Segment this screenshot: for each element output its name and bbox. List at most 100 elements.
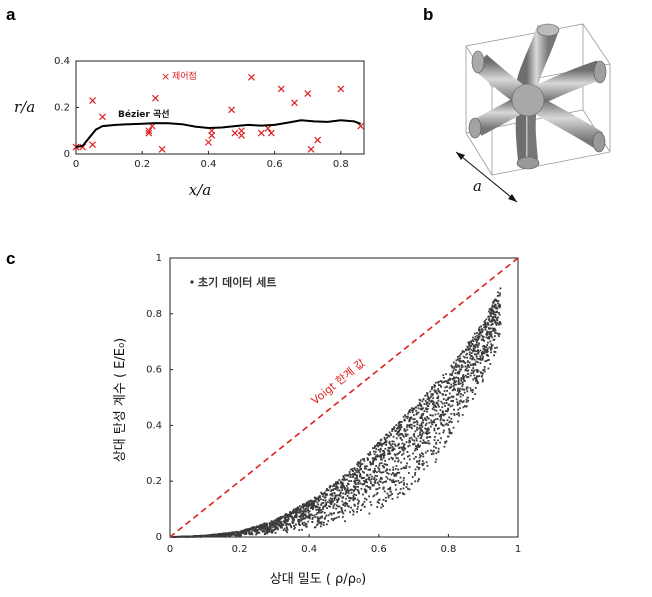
- data-point: [397, 422, 400, 425]
- data-point: [356, 463, 359, 466]
- data-point: [436, 397, 439, 400]
- data-point: [435, 401, 438, 404]
- data-point: [300, 514, 302, 517]
- data-point: [317, 499, 320, 502]
- data-point: [433, 427, 436, 430]
- c-xtick-label: 0.2: [232, 544, 248, 555]
- data-point: [497, 300, 500, 302]
- data-point: [433, 449, 435, 452]
- data-point: [403, 477, 405, 479]
- data-point: [308, 517, 311, 520]
- data-point: [318, 517, 321, 520]
- data-point: [342, 492, 345, 495]
- data-point: [426, 401, 429, 404]
- data-point: [498, 306, 501, 309]
- data-point: [472, 367, 475, 369]
- data-point: [185, 535, 188, 538]
- data-point: [357, 483, 360, 485]
- data-point: [483, 347, 486, 350]
- data-point: [343, 488, 346, 491]
- data-point: [263, 533, 266, 536]
- data-point: [407, 445, 410, 448]
- data-point: [269, 527, 272, 530]
- data-point: [363, 459, 366, 462]
- data-point: [459, 390, 461, 393]
- data-point: [380, 456, 382, 459]
- data-point: [337, 487, 339, 489]
- data-point: [430, 395, 432, 398]
- data-point: [371, 447, 374, 450]
- data-point: [286, 527, 288, 530]
- data-point: [339, 480, 342, 483]
- data-point: [449, 431, 452, 434]
- data-point: [471, 369, 473, 372]
- data-point: [464, 374, 467, 377]
- data-point: [425, 403, 428, 406]
- data-point: [420, 452, 423, 455]
- data-point: [266, 530, 268, 532]
- data-point: [422, 462, 425, 465]
- data-point: [298, 515, 301, 518]
- data-point: [338, 505, 341, 508]
- data-point: [450, 383, 453, 386]
- data-point: [462, 383, 464, 386]
- data-point: [488, 318, 490, 321]
- data-point: [474, 362, 477, 365]
- data-point: [302, 516, 305, 518]
- data-point: [465, 348, 468, 351]
- data-point: [284, 518, 287, 521]
- data-point: [468, 344, 471, 347]
- data-point: [460, 366, 463, 369]
- data-point: [495, 306, 498, 309]
- data-point: [391, 493, 393, 495]
- data-point: [376, 454, 379, 456]
- data-point: [437, 450, 440, 453]
- data-point: [477, 343, 480, 346]
- data-point: [177, 535, 180, 538]
- data-point: [376, 506, 379, 508]
- data-point: [379, 471, 382, 474]
- data-point: [424, 400, 427, 402]
- data-point: [430, 453, 433, 456]
- data-point: [383, 441, 386, 444]
- data-point: [337, 498, 340, 501]
- data-point: [234, 531, 237, 533]
- control-point-legend-marker: ×: [161, 70, 170, 83]
- data-point: [381, 453, 384, 455]
- data-point: [442, 419, 445, 422]
- data-point: [354, 468, 356, 471]
- data-point: [363, 505, 366, 508]
- data-point: [458, 370, 461, 373]
- data-point: [390, 433, 392, 436]
- data-point: [317, 522, 320, 525]
- data-point: [305, 510, 307, 513]
- data-point: [477, 370, 480, 373]
- data-point: [442, 413, 445, 416]
- data-point: [400, 461, 403, 464]
- data-point: [474, 338, 476, 341]
- data-point: [447, 435, 449, 438]
- data-point: [250, 531, 253, 534]
- data-point: [253, 526, 256, 529]
- data-point: [226, 532, 229, 535]
- data-point: [264, 524, 267, 527]
- data-point: [392, 472, 395, 475]
- data-point: [387, 434, 390, 437]
- data-point: [419, 440, 422, 443]
- data-point: [392, 466, 395, 469]
- data-point: [474, 363, 477, 366]
- data-point: [264, 525, 267, 528]
- data-point: [395, 480, 397, 483]
- data-point: [367, 478, 370, 480]
- data-point: [275, 519, 278, 522]
- data-point: [370, 504, 373, 506]
- data-point: [476, 334, 479, 337]
- data-point: [359, 459, 362, 462]
- data-point: [250, 527, 252, 530]
- data-point: [264, 526, 267, 529]
- data-point: [289, 515, 292, 518]
- data-point: [475, 339, 478, 342]
- data-point: [330, 502, 332, 505]
- data-point: [394, 483, 397, 486]
- data-point: [313, 514, 316, 517]
